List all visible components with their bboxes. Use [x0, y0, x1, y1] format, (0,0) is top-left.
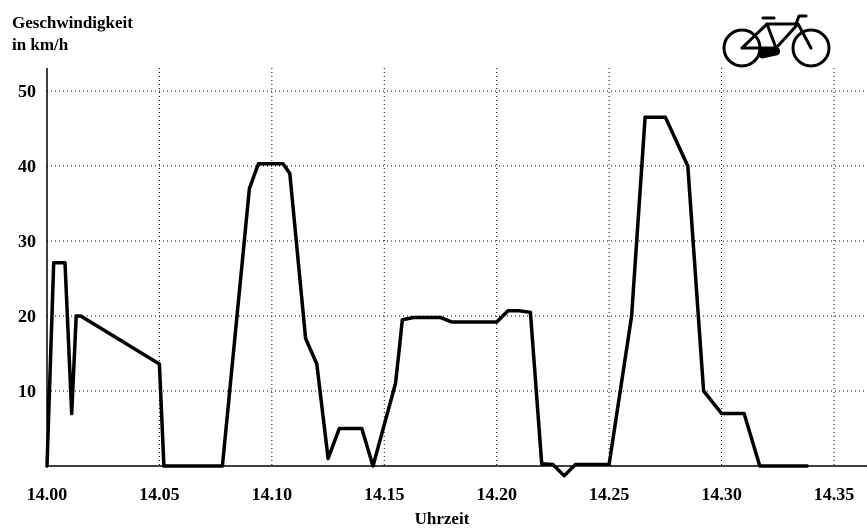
x-tick-label: 14.00	[27, 484, 68, 504]
y-tick-labels: 10 20 30 40 50	[18, 81, 36, 401]
y-tick-label: 30	[18, 231, 36, 251]
speed-series-line	[45, 115, 809, 478]
x-tick-labels: 14.00 14.05 14.10 14.15 14.20 14.25 14.30 14.35	[27, 484, 855, 504]
axes	[46, 68, 867, 467]
x-axis-label: Uhrzeit	[415, 509, 470, 528]
bicycle-icon	[722, 14, 831, 68]
y-axis-label-line-2: in km/h	[12, 35, 69, 54]
grid	[47, 68, 867, 466]
x-tick-label: 14.10	[252, 484, 293, 504]
x-tick-label: 14.25	[589, 484, 630, 504]
x-tick-label: 14.15	[364, 484, 405, 504]
x-tick-label: 14.30	[701, 484, 742, 504]
y-tick-label: 20	[18, 306, 36, 326]
x-tick-label: 14.05	[139, 484, 180, 504]
y-axis-label-line-1: Geschwindigkeit	[12, 13, 133, 32]
y-tick-label: 10	[18, 381, 36, 401]
x-tick-label: 14.35	[814, 484, 855, 504]
y-tick-label: 50	[18, 81, 36, 101]
y-tick-label: 40	[18, 156, 36, 176]
x-tick-label: 14.20	[476, 484, 517, 504]
